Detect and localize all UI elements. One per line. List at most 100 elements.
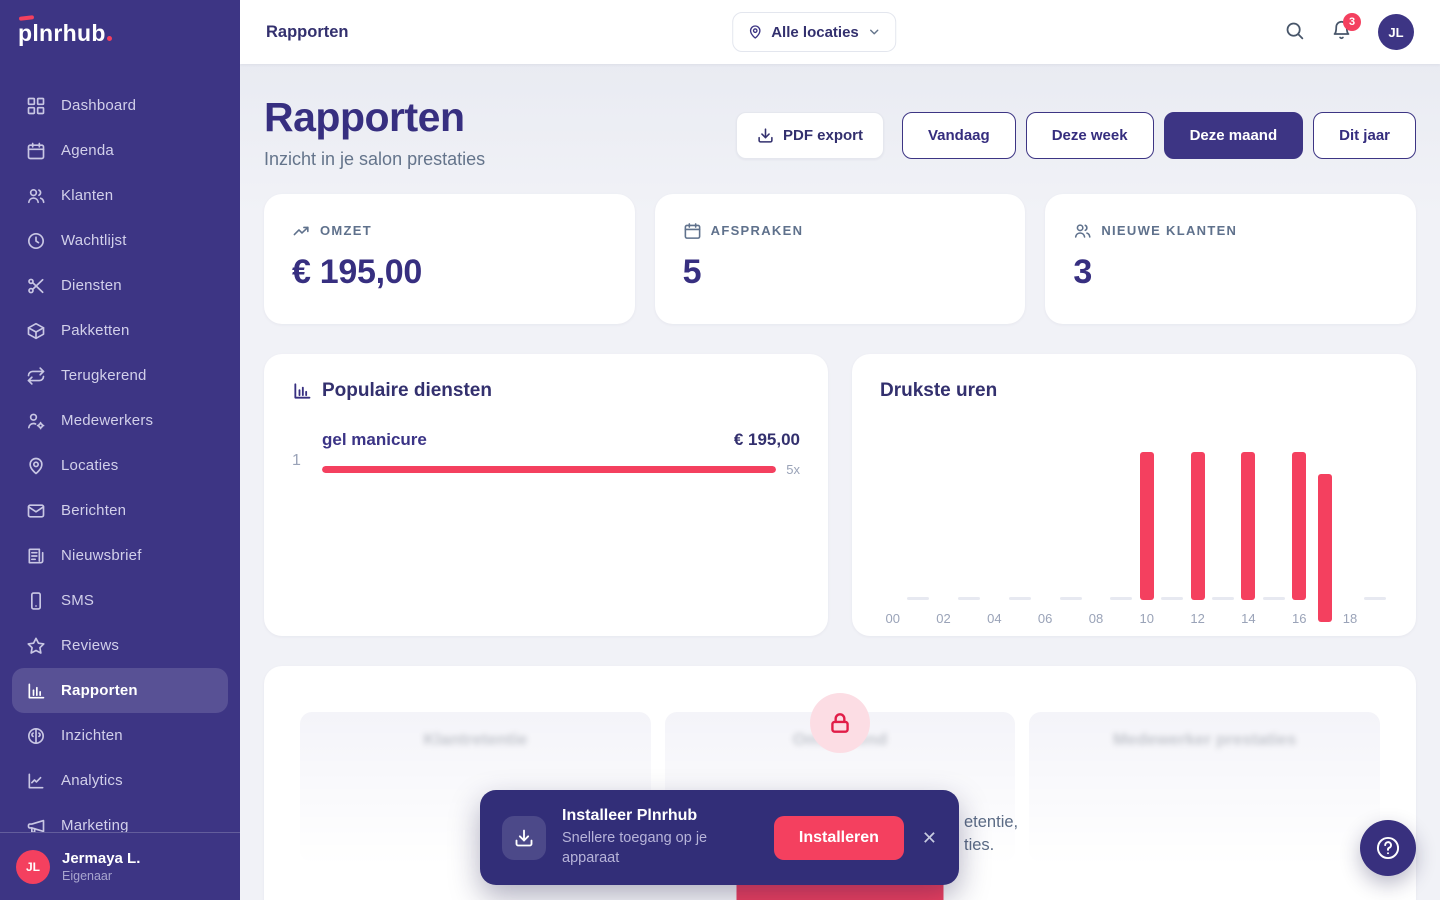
- line-chart-icon: [26, 771, 46, 791]
- install-toast: Installeer Plnrhub Snellere toegang op j…: [480, 790, 959, 885]
- stat-value: 3: [1073, 253, 1092, 292]
- pdf-export-label: PDF export: [782, 127, 863, 144]
- sidebar-item-locaties[interactable]: Locaties: [12, 443, 228, 488]
- user-name: Jermaya L.: [62, 850, 141, 867]
- filter-button-deze-maand[interactable]: Deze maand: [1163, 112, 1304, 159]
- sidebar-item-reviews[interactable]: Reviews: [12, 623, 228, 668]
- service-name: gel manicure: [322, 430, 427, 450]
- hour-tick-label: [1261, 600, 1286, 626]
- download-tray-icon: [514, 828, 534, 848]
- sidebar-item-label: Pakketten: [61, 322, 130, 339]
- hour-slot-15: [1261, 420, 1286, 626]
- hour-slot-00: 00: [880, 420, 905, 626]
- stat-value: € 195,00: [292, 253, 422, 292]
- sidebar-item-label: Medewerkers: [61, 412, 154, 429]
- service-bar: [322, 466, 777, 474]
- hour-empty-stub: [1059, 597, 1082, 601]
- sidebar-user[interactable]: JL Jermaya L. Eigenaar: [0, 832, 240, 900]
- sidebar: plnrhub Dashboard Agenda Klanten Wachtlijst…: [0, 0, 240, 900]
- sidebar-item-klanten[interactable]: Klanten: [12, 173, 228, 218]
- sidebar-item-rapporten[interactable]: Rapporten: [12, 668, 228, 713]
- sidebar-item-label: Analytics: [61, 772, 123, 789]
- sidebar-item-diensten[interactable]: Diensten: [12, 263, 228, 308]
- hour-slot-04: 04: [982, 420, 1007, 626]
- busiest-hours-title: Drukste uren: [880, 380, 998, 402]
- stat-card-afspraken: AFSPRAKEN 5: [654, 194, 1026, 325]
- app-logo-text: plnrhub: [18, 20, 112, 46]
- install-button[interactable]: Installeren: [773, 815, 904, 860]
- ghost-card-title: Klantretentie: [423, 730, 528, 750]
- sidebar-item-agenda[interactable]: Agenda: [12, 128, 228, 173]
- help-button[interactable]: [1360, 820, 1416, 876]
- search-button[interactable]: [1284, 20, 1305, 44]
- service-row: 1 gel manicure € 195,00 5x: [292, 430, 800, 477]
- topbar-avatar[interactable]: JL: [1378, 14, 1414, 50]
- location-selector[interactable]: Alle locaties: [732, 12, 896, 52]
- hour-tick-label: 00: [885, 611, 900, 627]
- locked-text-line2: ties.: [964, 836, 995, 855]
- question-mark-icon: [1375, 835, 1401, 861]
- users-icon: [26, 186, 46, 206]
- stat-label: NIEUWE KLANTEN: [1101, 223, 1238, 239]
- hour-empty-stub: [1262, 597, 1285, 601]
- sidebar-item-label: Berichten: [61, 502, 127, 519]
- hour-bar: [1317, 474, 1332, 623]
- repeat-icon: [26, 366, 46, 386]
- hour-slot-12: 12: [1185, 420, 1210, 626]
- ghost-card-title: Medewerker prestaties: [1112, 730, 1297, 750]
- hour-slot-14: 14: [1236, 420, 1261, 626]
- page-subtitle: Inzicht in je salon prestaties: [264, 149, 486, 170]
- hour-slot-10: 10: [1134, 420, 1159, 626]
- sidebar-item-inzichten[interactable]: Inzichten: [12, 713, 228, 758]
- hour-tick-label: 16: [1291, 611, 1307, 627]
- filter-button-vandaag[interactable]: Vandaag: [902, 112, 1016, 159]
- hour-slot-02: 02: [931, 420, 956, 626]
- scissors-icon: [26, 276, 46, 296]
- locked-text-line1: etentie,: [964, 813, 1019, 832]
- topbar-title: Rapporten: [266, 22, 349, 41]
- hour-slot-17: [1312, 420, 1337, 626]
- sidebar-item-medewerkers[interactable]: Medewerkers: [12, 398, 228, 443]
- sidebar-item-label: Diensten: [61, 277, 122, 294]
- popular-services-title: Populaire diensten: [322, 380, 492, 402]
- megaphone-icon: [26, 816, 46, 832]
- user-gear-icon: [26, 411, 46, 431]
- hour-slot-03: [956, 420, 981, 626]
- header-actions: PDF export Vandaag Deze week Deze maand Dit…: [735, 112, 1416, 159]
- hour-empty-stub: [1008, 597, 1031, 601]
- hour-tick-label: 06: [1037, 611, 1053, 627]
- filter-button-deze-week[interactable]: Deze week: [1025, 112, 1154, 159]
- sidebar-item-label: Wachtlijst: [61, 232, 127, 249]
- filter-button-dit-jaar[interactable]: Dit jaar: [1313, 112, 1416, 159]
- hour-tick-label: [956, 600, 981, 626]
- hour-tick-label: [1159, 600, 1184, 626]
- location-selector-label: Alle locaties: [771, 23, 859, 41]
- hour-empty-stub: [1211, 597, 1234, 601]
- toast-close-icon[interactable]: ✕: [921, 827, 937, 848]
- sidebar-item-analytics[interactable]: Analytics: [12, 758, 228, 803]
- charts-row: Populaire diensten 1 gel manicure € 195,00…: [264, 354, 1416, 637]
- pdf-export-button[interactable]: PDF export: [735, 112, 884, 159]
- sidebar-item-marketing[interactable]: Marketing: [12, 803, 228, 832]
- notifications-button[interactable]: 3: [1331, 13, 1361, 44]
- sidebar-item-wachtlijst[interactable]: Wachtlijst: [12, 218, 228, 263]
- sidebar-item-pakketten[interactable]: Pakketten: [12, 308, 228, 353]
- bar-chart-icon: [26, 681, 46, 701]
- install-toast-title: Installeer Plnrhub: [562, 806, 698, 824]
- sidebar-item-dashboard[interactable]: Dashboard: [12, 83, 228, 128]
- hour-slot-19: [1363, 420, 1388, 626]
- user-role: Eigenaar: [62, 869, 113, 883]
- sidebar-item-label: Klanten: [61, 187, 114, 204]
- sidebar-item-terugkerend[interactable]: Terugkerend: [12, 353, 228, 398]
- stat-card-omzet: OMZET € 195,00: [264, 194, 635, 325]
- sidebar-item-berichten[interactable]: Berichten: [12, 488, 228, 533]
- hour-bar: [1292, 452, 1307, 601]
- ghost-card-medewerker-prestaties: Medewerker prestaties: [1029, 712, 1380, 863]
- sidebar-item-nieuwsbrief[interactable]: Nieuwsbrief: [12, 533, 228, 578]
- hour-bar: [1139, 452, 1154, 601]
- sidebar-item-sms[interactable]: SMS: [12, 578, 228, 623]
- sidebar-item-label: Marketing: [61, 817, 129, 832]
- hour-slot-16: 16: [1287, 420, 1312, 626]
- calendar-icon: [26, 141, 46, 161]
- sidebar-item-label: Terugkerend: [61, 367, 147, 384]
